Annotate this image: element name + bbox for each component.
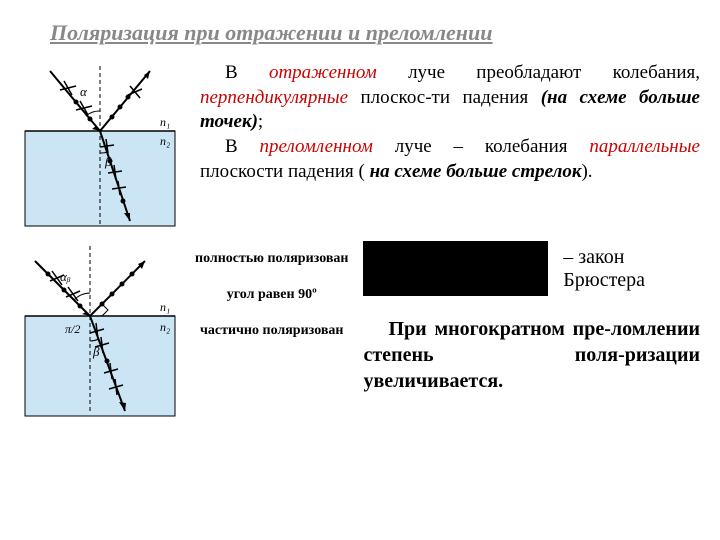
label-fully-polarized: полностью поляризован (195, 251, 348, 267)
n2-label-2: n₂ (160, 320, 170, 334)
formula-row: – закон Брюстера (363, 241, 700, 296)
label-angle-90: угол равен 90º (195, 287, 348, 303)
law-label: – закон Брюстера (563, 246, 700, 292)
bottom-section: αᵦ β π/2 n₁ n₂ полностью поляризован уго… (20, 241, 700, 421)
alpha-label: α (80, 84, 88, 99)
top-section: α β n₁ n₂ В отраженном луче преобладают … (20, 61, 700, 231)
label-partially-polarized: частично поляризован (195, 323, 348, 339)
beta2-label: β (92, 344, 100, 359)
bottom-text: При многократном пре-ломлении степень по… (363, 316, 700, 394)
main-text: В отраженном луче преобладают колебания,… (200, 61, 700, 184)
brewster-formula-box (363, 241, 548, 296)
n1-label-2: n₁ (160, 300, 170, 314)
diagram-reflection-refraction: α β n₁ n₂ (20, 61, 180, 231)
beta-label: β (104, 154, 112, 169)
diagram-brewster: αᵦ β π/2 n₁ n₂ (20, 241, 180, 421)
n1-label: n₁ (160, 115, 170, 129)
pi2-label: π/2 (65, 322, 80, 336)
right-column: – закон Брюстера При многократном пре-ло… (363, 241, 700, 394)
alpha-b-label: αᵦ (60, 269, 71, 284)
beam-labels: полностью поляризован угол равен 90º час… (195, 251, 348, 339)
page-title: Поляризация при отражении и преломлении (50, 20, 700, 46)
n2-label: n₂ (160, 134, 170, 148)
